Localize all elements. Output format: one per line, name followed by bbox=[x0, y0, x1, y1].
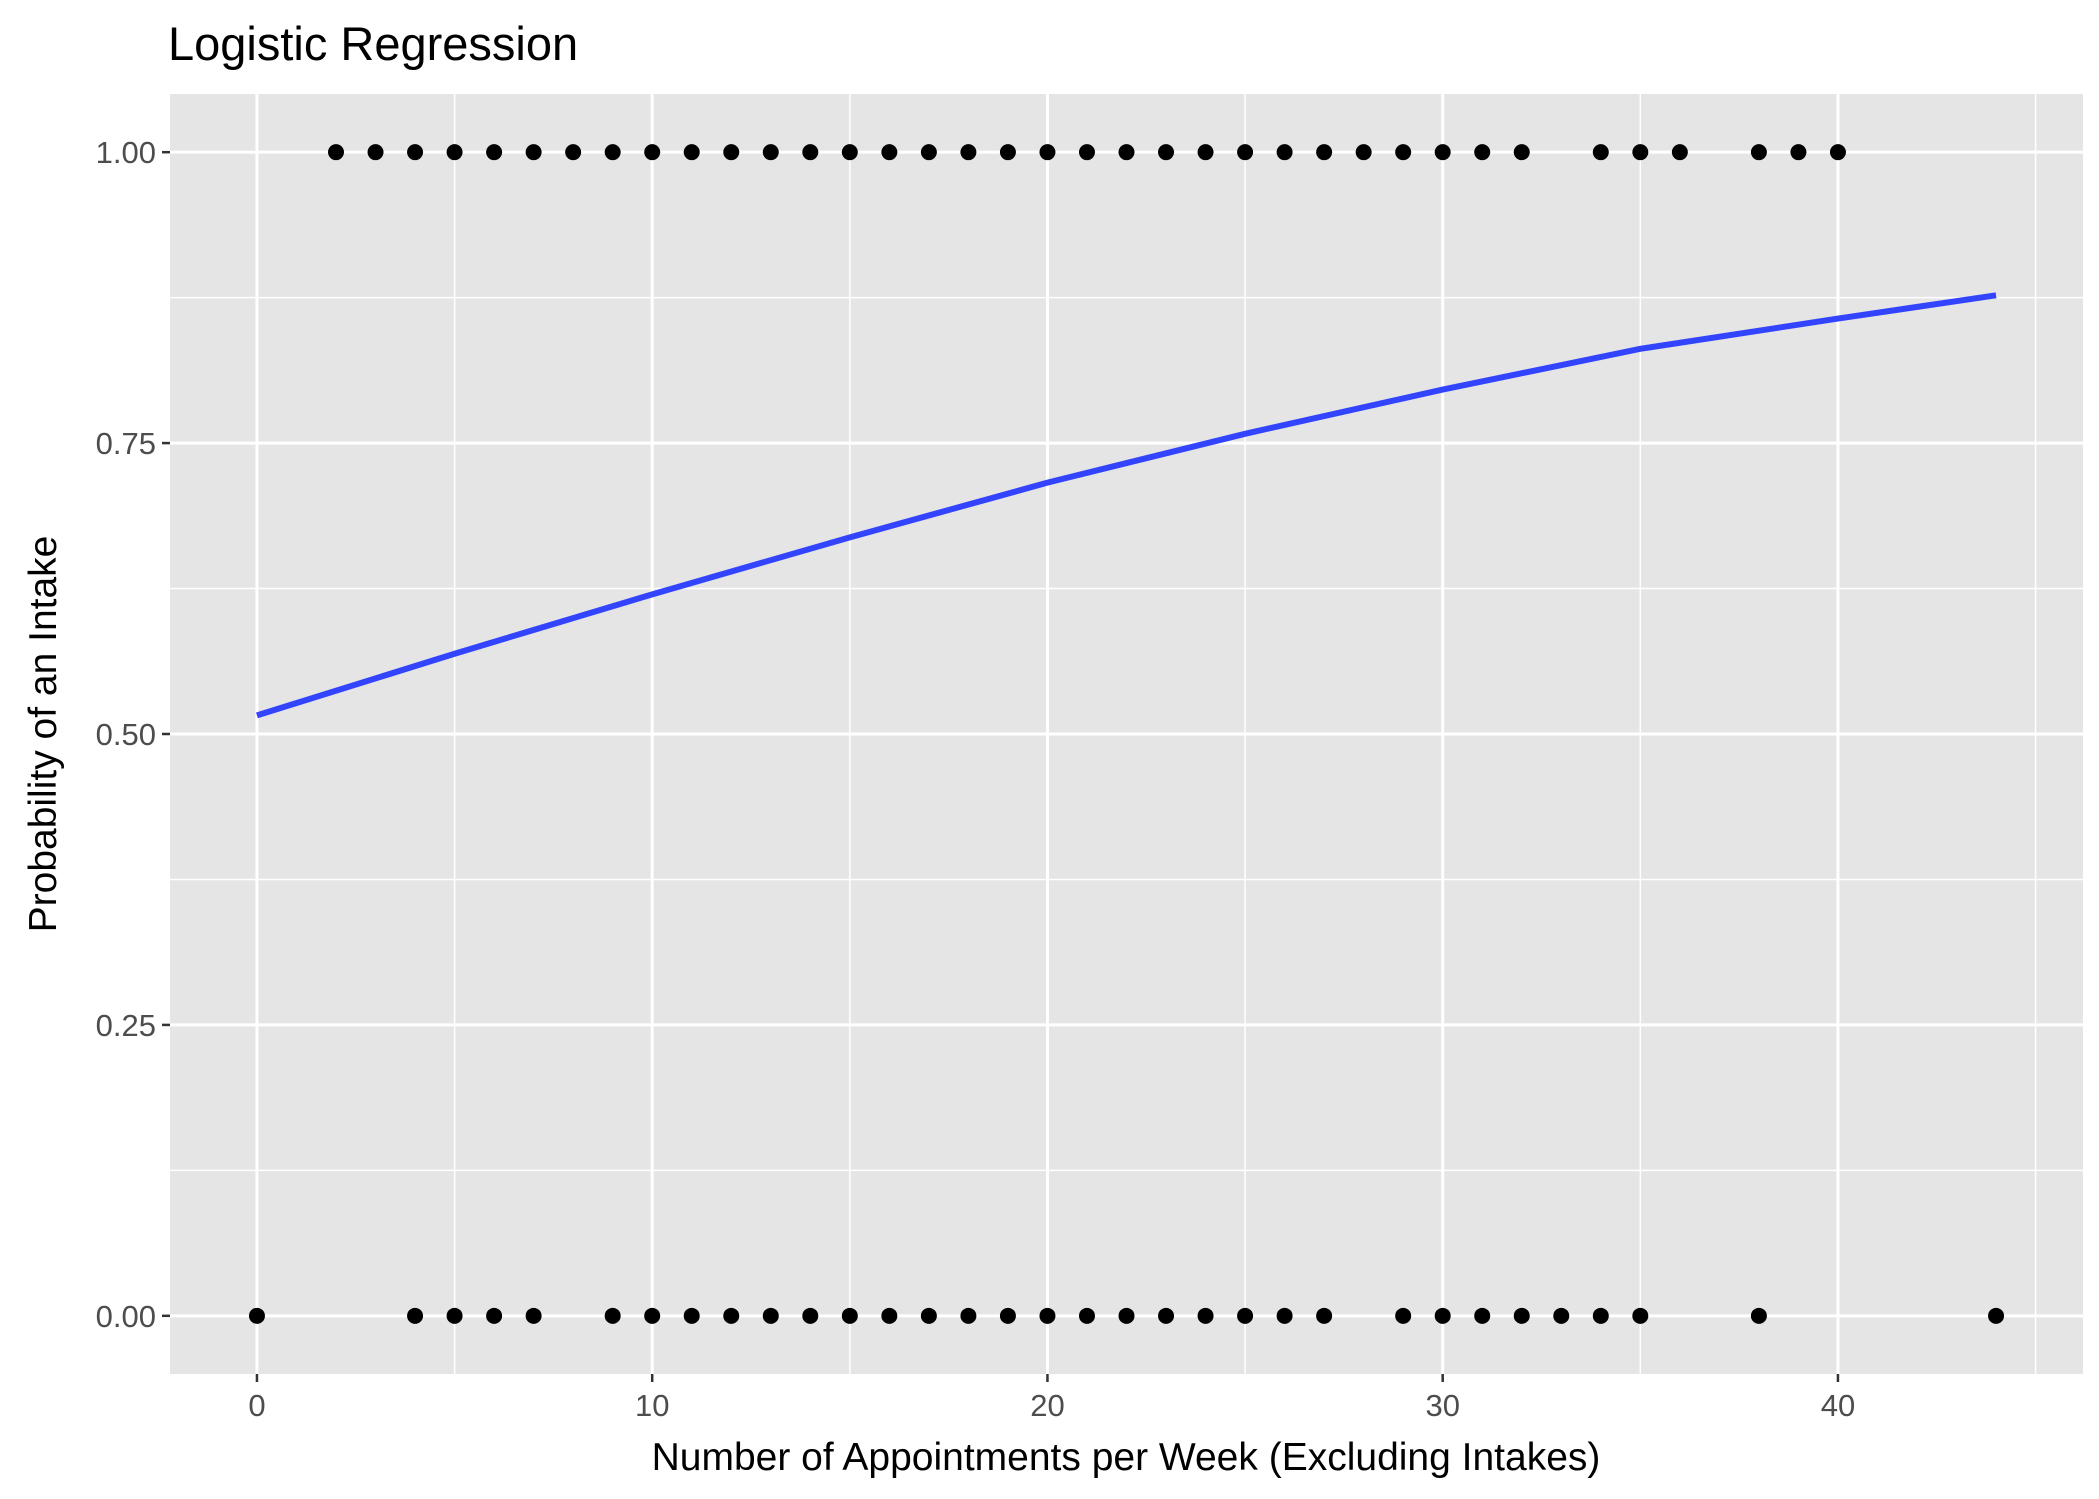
x-tick-label: 10 bbox=[635, 1388, 669, 1423]
scatter-point bbox=[1592, 1307, 1609, 1324]
scatter-point bbox=[525, 144, 542, 161]
scatter-point bbox=[486, 144, 503, 161]
scatter-point bbox=[1237, 1307, 1254, 1324]
scatter-point bbox=[920, 1307, 937, 1324]
scatter-point bbox=[960, 144, 977, 161]
scatter-point bbox=[1632, 1307, 1649, 1324]
x-tick-label: 0 bbox=[248, 1388, 265, 1423]
scatter-point bbox=[644, 1307, 661, 1324]
scatter-point bbox=[999, 1307, 1016, 1324]
scatter-point bbox=[1434, 1307, 1451, 1324]
scatter-point bbox=[1790, 144, 1807, 161]
scatter-point bbox=[248, 1307, 265, 1324]
scatter-point bbox=[1829, 144, 1846, 161]
scatter-point bbox=[1474, 1307, 1491, 1324]
scatter-point bbox=[1988, 1307, 2005, 1324]
scatter-point bbox=[1197, 144, 1214, 161]
logistic-fit-line bbox=[256, 292, 1997, 719]
scatter-point bbox=[604, 144, 621, 161]
scatter-point bbox=[328, 144, 345, 161]
scatter-point bbox=[920, 144, 937, 161]
scatter-point bbox=[446, 1307, 463, 1324]
scatter-point bbox=[486, 1307, 503, 1324]
scatter-point bbox=[1513, 1307, 1530, 1324]
scatter-point bbox=[683, 144, 700, 161]
scatter-point bbox=[723, 144, 740, 161]
scatter-point bbox=[802, 1307, 819, 1324]
scatter-point bbox=[1395, 1307, 1412, 1324]
scatter-point bbox=[999, 144, 1016, 161]
chart-title: Logistic Regression bbox=[168, 17, 578, 70]
scatter-point bbox=[1513, 144, 1530, 161]
scatter-point bbox=[881, 1307, 898, 1324]
scatter-point bbox=[723, 1307, 740, 1324]
scatter-point bbox=[1316, 144, 1333, 161]
scatter-point bbox=[1237, 144, 1254, 161]
scatter-point bbox=[1434, 144, 1451, 161]
scatter-point bbox=[1078, 144, 1095, 161]
scatter-point bbox=[881, 144, 898, 161]
scatter-point bbox=[1355, 144, 1372, 161]
scatter-point bbox=[841, 144, 858, 161]
scatter-point bbox=[762, 144, 779, 161]
y-tick-label: 0.00 bbox=[96, 1299, 156, 1334]
scatter-point bbox=[407, 144, 424, 161]
scatter-point bbox=[1078, 1307, 1095, 1324]
y-tick-label: 1.00 bbox=[96, 135, 156, 170]
axes: 0 10 20 30 40 0.00 0.25 0.50 0.75 1.00 bbox=[96, 135, 1856, 1423]
scatter-point bbox=[446, 144, 463, 161]
scatter-point bbox=[1592, 144, 1609, 161]
y-tick-label: 0.25 bbox=[96, 1008, 156, 1043]
scatter-point bbox=[1671, 144, 1688, 161]
scatter-point bbox=[1553, 1307, 1570, 1324]
scatter-point bbox=[367, 144, 384, 161]
data-layer bbox=[248, 144, 2005, 1324]
scatter-point bbox=[604, 1307, 621, 1324]
y-axis-title: Probability of an Intake bbox=[22, 536, 65, 933]
y-tick-label: 0.50 bbox=[96, 717, 156, 752]
x-tick-label: 30 bbox=[1425, 1388, 1459, 1423]
scatter-point bbox=[1158, 144, 1175, 161]
scatter-point bbox=[841, 1307, 858, 1324]
scatter-point bbox=[1750, 1307, 1767, 1324]
x-tick-label: 40 bbox=[1821, 1388, 1855, 1423]
scatter-point bbox=[1039, 144, 1056, 161]
scatter-point bbox=[1276, 144, 1293, 161]
scatter-point bbox=[1750, 144, 1767, 161]
scatter-point bbox=[1039, 1307, 1056, 1324]
scatter-point bbox=[1632, 144, 1649, 161]
x-axis-title: Number of Appointments per Week (Excludi… bbox=[652, 1436, 1601, 1479]
scatter-point bbox=[1276, 1307, 1293, 1324]
y-tick-label: 0.75 bbox=[96, 426, 156, 461]
scatter-point bbox=[525, 1307, 542, 1324]
scatter-point bbox=[762, 1307, 779, 1324]
scatter-point bbox=[802, 144, 819, 161]
scatter-point bbox=[683, 1307, 700, 1324]
scatter-point bbox=[1197, 1307, 1214, 1324]
x-tick-label: 20 bbox=[1030, 1388, 1064, 1423]
scatter-point bbox=[1118, 1307, 1135, 1324]
scatter-point bbox=[407, 1307, 424, 1324]
scatter-point bbox=[1316, 1307, 1333, 1324]
scatter-point bbox=[1158, 1307, 1175, 1324]
scatter-point bbox=[1395, 144, 1412, 161]
scatter-point bbox=[960, 1307, 977, 1324]
scatter-point bbox=[1118, 144, 1135, 161]
scatter-point bbox=[1474, 144, 1491, 161]
scatter-point bbox=[644, 144, 661, 161]
scatter-point bbox=[565, 144, 582, 161]
